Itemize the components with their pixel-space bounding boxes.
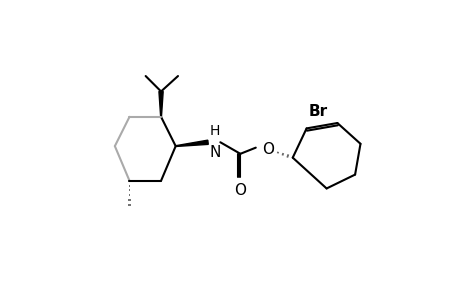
Text: Br: Br [308,104,327,119]
Text: H: H [209,124,220,138]
Text: N: N [209,145,220,160]
Polygon shape [175,140,208,146]
Text: O: O [234,183,246,198]
Polygon shape [159,92,163,117]
Text: O: O [261,142,274,157]
